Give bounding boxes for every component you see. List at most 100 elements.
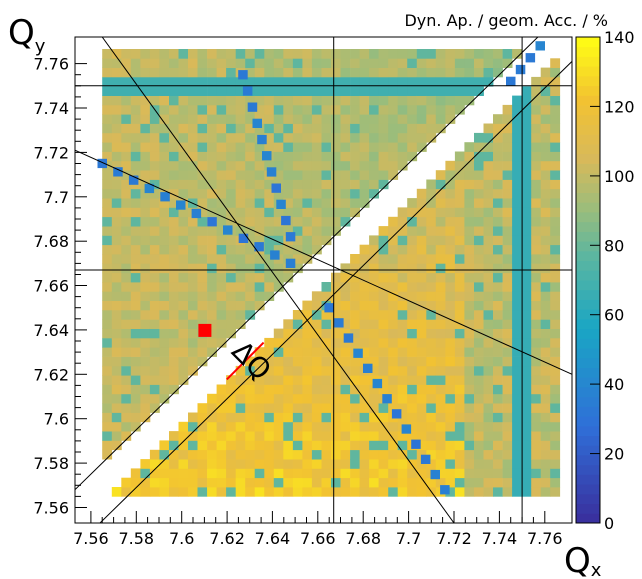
- heatmap-cell: [531, 188, 542, 199]
- heatmap-cell: [111, 86, 122, 96]
- heatmap-cell: [502, 319, 513, 329]
- heatmap-cell: [474, 226, 484, 236]
- colorbar-band: [576, 338, 600, 349]
- heatmap-cell: [178, 300, 189, 311]
- heatmap-cell: [140, 468, 151, 479]
- heatmap-cell: [512, 263, 522, 274]
- heatmap-cell: [254, 216, 265, 227]
- heatmap-cell: [102, 449, 113, 460]
- heatmap-cell: [264, 384, 275, 395]
- heatmap-cell: [378, 160, 389, 171]
- heatmap-cell: [140, 282, 151, 292]
- heatmap-cell: [359, 254, 370, 264]
- heatmap-cell: [531, 76, 542, 87]
- heatmap-cell: [292, 235, 303, 246]
- heatmap-cell: [540, 272, 551, 283]
- heatmap-cell: [388, 468, 399, 479]
- heatmap-cell: [340, 393, 351, 404]
- heatmap-cell: [140, 95, 151, 106]
- heatmap-cell: [331, 337, 341, 348]
- heatmap-cell: [445, 310, 456, 320]
- heatmap-cell: [169, 449, 179, 460]
- heatmap-cell: [416, 235, 427, 246]
- heatmap-cell: [426, 449, 437, 460]
- heatmap-cell: [254, 449, 265, 460]
- colorbar-band: [576, 105, 600, 116]
- colorbar-tick-label: 140: [604, 28, 635, 47]
- heatmap-cell: [426, 459, 437, 469]
- heatmap-cell: [407, 76, 418, 87]
- heatmap-cell: [311, 375, 322, 385]
- heatmap-cell: [311, 477, 322, 488]
- heatmap-cell: [266, 167, 277, 177]
- heatmap-cell: [378, 114, 389, 124]
- heatmap-cell: [359, 347, 370, 357]
- heatmap-cell: [121, 477, 132, 488]
- heatmap-cell: [512, 477, 522, 488]
- heatmap-cell: [340, 86, 351, 96]
- heatmap-cell: [445, 291, 456, 301]
- heatmap-cell: [245, 263, 256, 274]
- heatmap-cell: [254, 487, 265, 497]
- heatmap-cell: [149, 282, 160, 292]
- heatmap-cell: [435, 207, 446, 218]
- heatmap-cell: [102, 431, 113, 441]
- heatmap-cell: [178, 356, 189, 367]
- heatmap-cell: [254, 242, 264, 252]
- heatmap-cell: [407, 86, 418, 96]
- heatmap-cell: [283, 123, 294, 134]
- heatmap-cell: [493, 300, 503, 311]
- heatmap-cell: [149, 319, 160, 329]
- heatmap-cell: [445, 160, 456, 171]
- heatmap-cell: [411, 439, 421, 449]
- heatmap-cell: [188, 291, 198, 301]
- heatmap-cell: [435, 477, 446, 488]
- heatmap-cell: [483, 235, 494, 246]
- heatmap-cell: [292, 384, 303, 395]
- heatmap-cell: [216, 76, 227, 87]
- heatmap-cell: [140, 226, 151, 236]
- heatmap-cell: [512, 216, 522, 227]
- heatmap-cell: [340, 142, 351, 152]
- colorbar-band: [576, 134, 600, 145]
- heatmap-cell: [302, 67, 313, 78]
- heatmap-cell: [178, 319, 189, 329]
- heatmap-cell: [159, 198, 170, 208]
- y-tick-label: 7.66: [33, 277, 69, 296]
- heatmap-cell: [140, 86, 151, 96]
- heatmap-cell: [140, 412, 151, 423]
- heatmap-cell: [350, 310, 360, 320]
- heatmap-cell: [140, 104, 151, 115]
- heatmap-cell: [207, 477, 217, 488]
- heatmap-cell: [207, 226, 217, 236]
- heatmap-cell: [369, 142, 379, 152]
- heatmap-cell: [159, 459, 170, 469]
- heatmap-cell: [502, 365, 513, 376]
- heatmap-cell: [264, 421, 275, 432]
- heatmap-cell: [388, 431, 399, 441]
- heatmap-cell: [285, 258, 296, 268]
- heatmap-cell: [540, 421, 551, 432]
- heatmap-cell: [254, 300, 265, 311]
- heatmap-cell: [454, 179, 465, 190]
- heatmap-cell: [140, 272, 151, 283]
- heatmap-cell: [264, 198, 275, 208]
- heatmap-cell: [493, 123, 503, 134]
- heatmap-cell: [273, 403, 284, 413]
- heatmap-cell: [540, 449, 551, 460]
- heatmap-cell: [378, 170, 389, 180]
- heatmap-cell: [445, 86, 456, 96]
- heatmap-cell: [321, 226, 332, 236]
- heatmap-cell: [540, 235, 551, 246]
- heatmap-cell: [273, 412, 284, 423]
- x-tick-label: 7.6: [169, 529, 194, 548]
- heatmap-cell: [207, 179, 217, 190]
- heatmap-cell: [388, 132, 399, 143]
- heatmap-cell: [512, 188, 522, 199]
- heatmap-cell: [416, 468, 427, 479]
- heatmap-cell: [226, 207, 236, 218]
- heatmap-cell: [159, 114, 170, 124]
- heatmap-cell: [382, 394, 392, 404]
- heatmap-cell: [254, 188, 265, 199]
- colorbar-band: [576, 445, 600, 456]
